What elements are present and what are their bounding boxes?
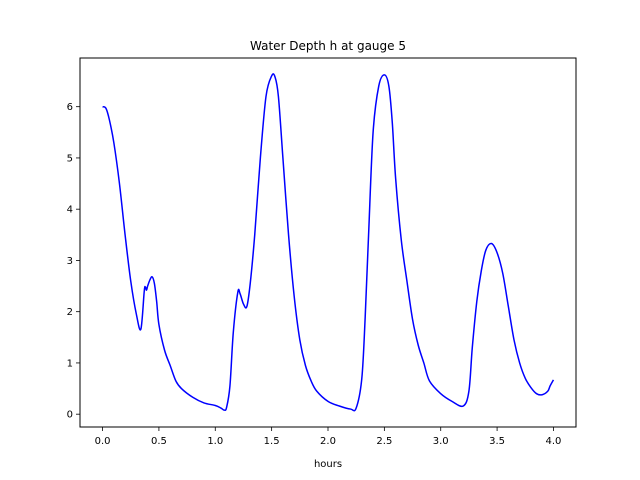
x-tick-label: 3.5 (489, 436, 505, 447)
y-tick-label: 1 (67, 358, 73, 369)
x-tick-label: 1.0 (207, 436, 223, 447)
x-tick-label: 0.0 (95, 436, 111, 447)
x-axis-label: hours (314, 459, 342, 470)
x-tick-label: 0.5 (151, 436, 167, 447)
y-tick-label: 0 (67, 410, 73, 421)
y-tick-label: 3 (67, 256, 73, 267)
y-tick-label: 6 (67, 102, 73, 113)
x-tick-label: 2.5 (376, 436, 392, 447)
chart-title: Water Depth h at gauge 5 (250, 39, 406, 53)
x-tick-label: 2.0 (320, 436, 336, 447)
x-tick-label: 3.0 (433, 436, 449, 447)
y-tick-label: 4 (67, 205, 73, 216)
y-tick-label: 2 (67, 307, 73, 318)
x-axis: 0.0 0.5 1.0 1.5 2.0 2.5 3.0 3.5 4.0 (95, 427, 562, 447)
y-tick-label: 5 (67, 153, 73, 164)
plot-area (102, 73, 555, 412)
axes-frame (79, 57, 577, 428)
y-axis: 0 1 2 3 4 5 6 (67, 102, 80, 421)
x-tick-label: 1.5 (264, 436, 280, 447)
x-tick-label: 4.0 (546, 436, 562, 447)
series-line-0 (102, 73, 555, 412)
